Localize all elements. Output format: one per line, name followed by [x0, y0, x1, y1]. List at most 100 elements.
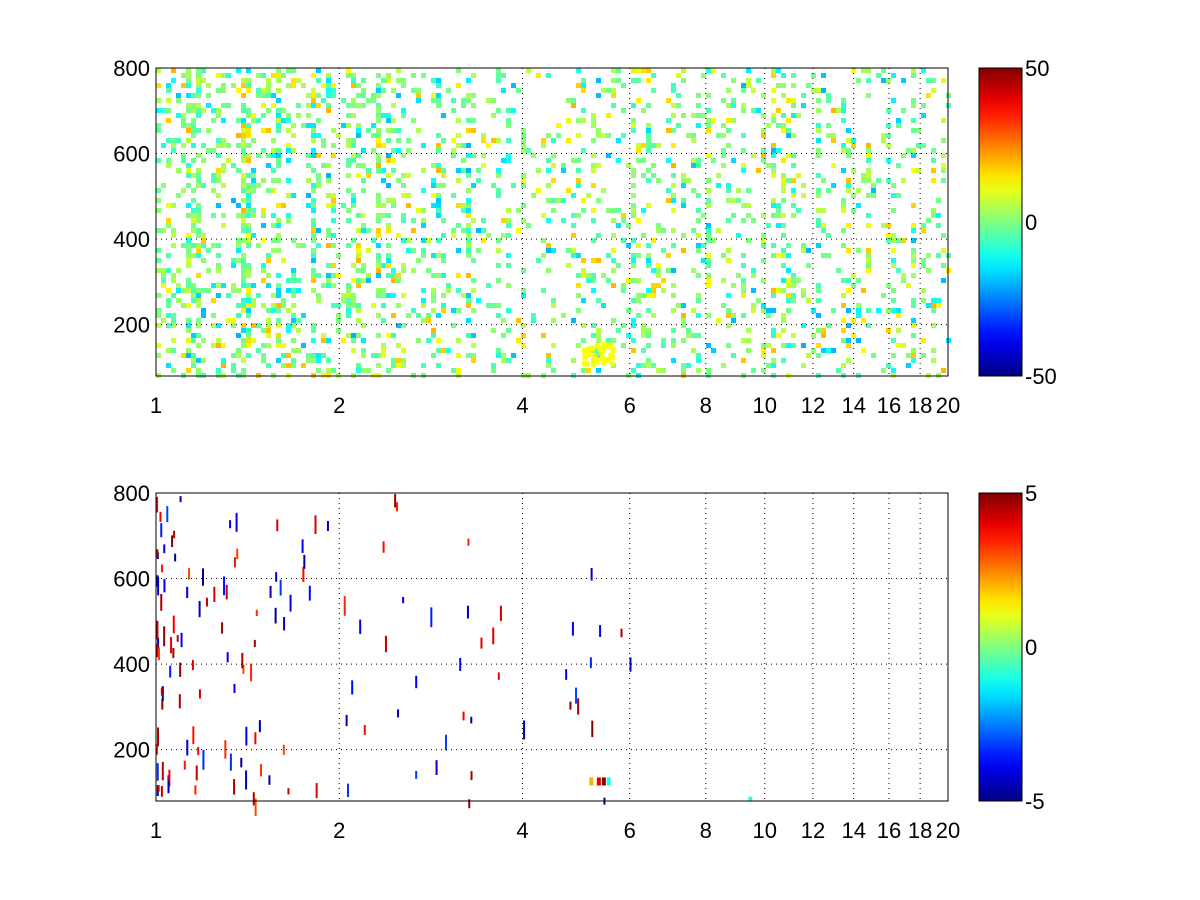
heatmap-cell	[386, 158, 391, 163]
heatmap-cell	[254, 798, 257, 817]
heatmap-cell	[191, 188, 196, 193]
heatmap-cell	[711, 68, 716, 73]
heatmap-cell	[186, 328, 191, 333]
heatmap-cell	[181, 123, 186, 128]
heatmap-cell	[316, 93, 321, 98]
heatmap-cell	[771, 308, 776, 313]
heatmap-cell	[221, 103, 226, 108]
heatmap-cell	[311, 73, 316, 78]
heatmap-cell	[781, 128, 786, 133]
heatmap-cell	[351, 303, 356, 308]
heatmap-cell	[436, 98, 441, 103]
heatmap-cell	[306, 113, 311, 118]
heatmap-cell	[741, 218, 746, 223]
heatmap-cell	[166, 323, 171, 328]
heatmap-cell	[856, 308, 861, 313]
heatmap-cell	[466, 173, 471, 178]
heatmap-cell	[236, 168, 241, 173]
heatmap-cell	[546, 358, 551, 363]
heatmap-cell	[931, 208, 936, 213]
heatmap-cell	[506, 108, 511, 113]
heatmap-cell	[456, 178, 461, 183]
heatmap-cell	[631, 318, 636, 323]
heatmap-cell	[896, 343, 901, 348]
heatmap-cell	[866, 263, 871, 268]
heatmap-cell	[641, 348, 646, 353]
heatmap-cell	[726, 88, 731, 93]
heatmap-cell	[271, 303, 276, 308]
heatmap-cell	[376, 103, 381, 108]
heatmap-cell	[161, 108, 166, 113]
heatmap-cell	[351, 103, 356, 108]
heatmap-cell	[936, 298, 941, 303]
heatmap-cell	[341, 338, 346, 343]
heatmap-cell	[811, 308, 816, 313]
heatmap-cell	[236, 143, 241, 148]
heatmap-cell	[681, 338, 686, 343]
heatmap-cell	[761, 148, 766, 153]
heatmap-cell	[706, 263, 711, 268]
heatmap-cell	[696, 93, 701, 98]
heatmap-cell	[211, 108, 216, 113]
heatmap-cell	[326, 263, 331, 268]
heatmap-cell	[286, 353, 291, 358]
heatmap-cell	[346, 143, 351, 148]
heatmap-cell	[416, 313, 421, 318]
heatmap-cell	[566, 188, 571, 193]
heatmap-cell	[656, 368, 661, 373]
heatmap-cell	[251, 298, 256, 303]
heatmap-cell	[166, 88, 171, 93]
heatmap-cell	[426, 313, 431, 318]
heatmap-cell	[171, 278, 176, 283]
heatmap-cell	[816, 298, 821, 303]
heatmap-cell	[846, 308, 851, 313]
heatmap-cell	[536, 188, 541, 193]
heatmap-cell	[726, 188, 731, 193]
heatmap-cell	[225, 584, 228, 600]
heatmap-cell	[686, 333, 691, 338]
heatmap-cell	[331, 93, 336, 98]
heatmap-cell	[386, 128, 391, 133]
heatmap-cell	[471, 218, 476, 223]
heatmap-cell	[836, 368, 841, 373]
heatmap-cell	[606, 113, 611, 118]
heatmap-cell	[211, 148, 216, 153]
heatmap-cell	[246, 188, 251, 193]
heatmap-cell	[163, 626, 166, 647]
heatmap-cell	[871, 188, 876, 193]
heatmap-cell	[456, 288, 461, 293]
heatmap-cell	[321, 333, 326, 338]
heatmap-cell	[386, 253, 391, 258]
heatmap-cell	[316, 183, 321, 188]
heatmap-cell	[591, 153, 596, 158]
heatmap-cell	[841, 118, 846, 123]
heatmap-cell	[941, 233, 946, 238]
heatmap-cell	[191, 288, 196, 293]
heatmap-cell	[516, 318, 521, 323]
heatmap-cell	[271, 153, 276, 158]
heatmap-cell	[361, 223, 366, 228]
heatmap-cell	[711, 158, 716, 163]
heatmap-cell	[201, 143, 206, 148]
heatmap-cell	[236, 203, 241, 208]
heatmap-cell	[584, 361, 590, 367]
heatmap-cell	[891, 98, 896, 103]
heatmap-cell	[646, 263, 651, 268]
heatmap-cell	[631, 123, 636, 128]
heatmap-cell	[851, 208, 856, 213]
heatmap-cell	[431, 193, 436, 198]
heatmap-cell	[156, 128, 161, 133]
heatmap-cell	[301, 123, 306, 128]
heatmap-cell	[221, 88, 226, 93]
heatmap-cell	[361, 78, 366, 83]
heatmap-cell	[431, 163, 436, 168]
heatmap-cell	[506, 218, 511, 223]
heatmap-cell	[821, 208, 826, 213]
heatmap-cell	[801, 243, 806, 248]
heatmap-cell	[466, 203, 471, 208]
heatmap-cell	[396, 363, 401, 368]
heatmap-cell	[256, 323, 261, 328]
heatmap-cell	[746, 188, 751, 193]
heatmap-cell	[296, 113, 301, 118]
heatmap-cell	[661, 278, 666, 283]
